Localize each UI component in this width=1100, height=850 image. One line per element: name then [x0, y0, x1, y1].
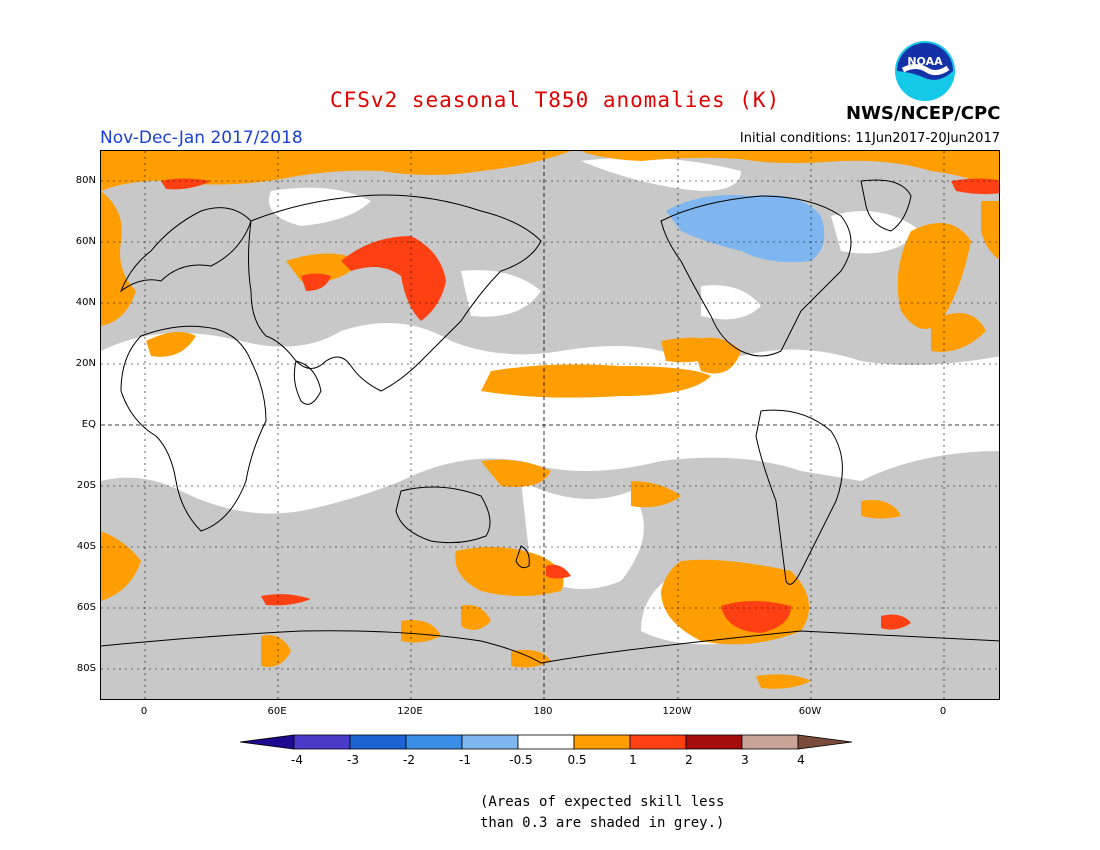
legend-label: -4 — [291, 753, 303, 767]
lon-label-0: 0 — [140, 706, 148, 717]
initial-conditions-label: Initial conditions: 11Jun2017-20Jun2017 — [739, 131, 1000, 146]
skill-note-line-2: than 0.3 are shaded in grey.) — [480, 815, 725, 831]
legend-label: -0.5 — [509, 753, 533, 767]
warm-anomaly-regions-strong — [161, 178, 999, 633]
lat-label-40n: 40N — [75, 297, 96, 308]
map-canvas — [101, 151, 999, 699]
lon-label-120e: 120E — [397, 706, 423, 717]
legend-swatch — [349, 734, 407, 750]
lon-label-60e: 60E — [267, 706, 287, 717]
legend-swatch — [293, 734, 351, 750]
noaa-logo-icon: NOAA — [895, 41, 955, 101]
skill-note: (Areas of expected skill less than 0.3 a… — [480, 792, 724, 834]
lat-label-20s: 20S — [76, 480, 96, 491]
legend-swatch — [629, 734, 687, 750]
legend-swatch — [517, 734, 575, 750]
legend-swatch — [741, 734, 799, 750]
legend-label: 3 — [741, 753, 749, 767]
warm-anomaly-regions-moderate — [101, 151, 999, 689]
anomaly-map — [100, 150, 1000, 700]
skill-note-line-1: (Areas of expected skill less — [480, 794, 725, 810]
organization-label: NWS/NCEP/CPC — [846, 103, 1001, 124]
season-label: Nov-Dec-Jan 2017/2018 — [100, 128, 303, 148]
legend-swatch — [573, 734, 631, 750]
legend-swatch — [405, 734, 463, 750]
legend-swatch — [685, 734, 743, 750]
legend-label: 0.5 — [567, 753, 587, 767]
lon-label-120w: 120W — [662, 706, 692, 717]
legend-label: -1 — [459, 753, 471, 767]
lon-label-0-east: 0 — [939, 706, 947, 717]
legend-label: 2 — [685, 753, 693, 767]
legend-swatch-below — [239, 734, 295, 750]
lon-label-60w: 60W — [798, 706, 822, 717]
lon-label-180: 180 — [533, 706, 553, 717]
lat-label-80s: 80S — [76, 663, 96, 674]
legend-label: 1 — [629, 753, 637, 767]
lat-label-40s: 40S — [76, 541, 96, 552]
legend-label: -2 — [403, 753, 415, 767]
legend-swatch — [461, 734, 519, 750]
lat-label-20n: 20N — [75, 358, 96, 369]
map-title: CFSv2 seasonal T850 anomalies (K) — [330, 88, 781, 112]
lat-label-eq: EQ — [81, 419, 96, 430]
legend-label: -3 — [347, 753, 359, 767]
lat-label-80n: 80N — [75, 175, 96, 186]
legend-label: 4 — [797, 753, 805, 767]
coastlines — [101, 179, 999, 664]
legend-swatch-above — [797, 734, 853, 750]
equator-and-dateline — [101, 151, 999, 699]
logo-text: NOAA — [907, 55, 943, 68]
cool-anomaly-regions — [666, 195, 825, 263]
lat-label-60s: 60S — [76, 602, 96, 613]
graticule — [101, 151, 999, 699]
lat-label-60n: 60N — [75, 236, 96, 247]
color-bar — [239, 734, 853, 750]
